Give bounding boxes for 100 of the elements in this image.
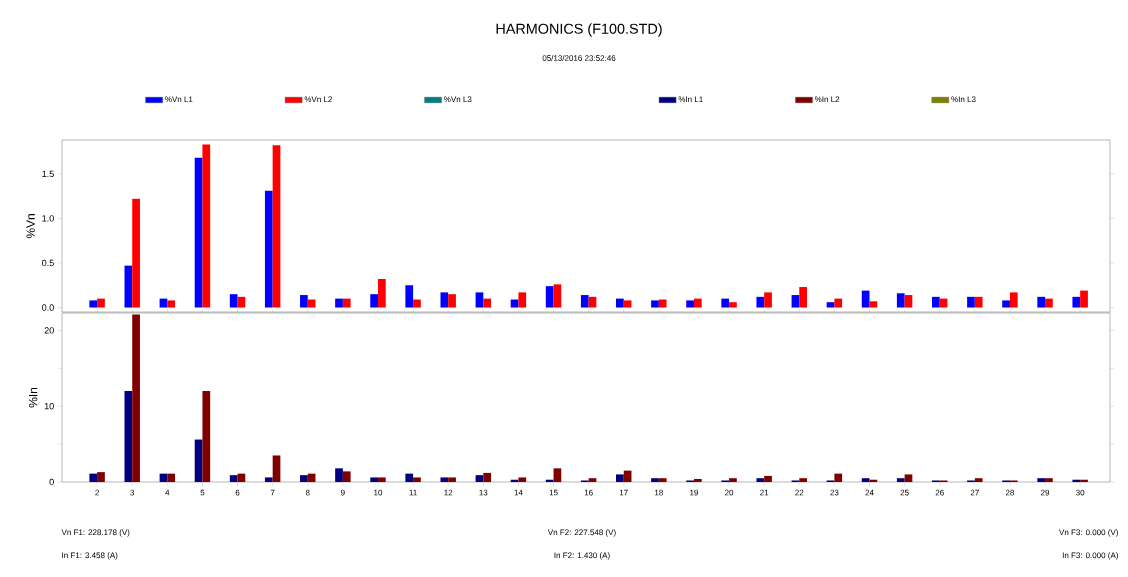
legend-label: %In L1 [678, 96, 703, 103]
x-tick-label: 22 [795, 489, 804, 496]
bar [974, 478, 983, 482]
y-tick-label: 20 [44, 327, 54, 334]
bar [545, 286, 554, 308]
x-tick-label: 20 [725, 489, 734, 496]
y-axis-title: %Vn [26, 214, 35, 239]
bar [826, 302, 835, 308]
bar [483, 472, 492, 482]
y-tick-label: 0 [49, 478, 54, 486]
x-tick-label: 29 [1041, 489, 1050, 496]
bar [124, 265, 133, 308]
x-tick-label: 7 [270, 489, 275, 496]
x-tick-label: 14 [514, 489, 523, 496]
bar [756, 296, 765, 308]
bar [307, 299, 316, 308]
bar [194, 157, 203, 308]
bar [132, 198, 140, 308]
y-tick-label: 0.0 [42, 304, 54, 311]
bar [686, 300, 694, 308]
text: Vn F3: 0.000 (V) [1059, 529, 1118, 537]
bar [904, 474, 913, 482]
legend-label: %Vn L2 [304, 96, 332, 103]
x-tick-label: 5 [200, 489, 205, 496]
bar [658, 478, 667, 482]
bar [588, 478, 597, 482]
bar [896, 293, 905, 308]
text: Vn F1: 228.178 (V) [61, 529, 130, 537]
bar [861, 290, 870, 308]
bar [1002, 300, 1010, 308]
bar [1045, 478, 1053, 482]
bar [553, 284, 562, 308]
bar [623, 300, 632, 308]
bar [300, 475, 308, 482]
bar [764, 475, 772, 482]
bar [974, 296, 983, 308]
bar [440, 477, 449, 482]
bar [264, 477, 273, 482]
bar [967, 296, 975, 308]
bar [658, 299, 667, 308]
bar [1037, 296, 1046, 308]
bar [651, 478, 659, 482]
x-tick-label: 17 [619, 489, 628, 496]
y-tick-label: 1.0 [42, 215, 54, 222]
x-tick-label: 4 [165, 489, 170, 496]
bar [405, 473, 414, 482]
text: In F3: 0.000 (A) [1062, 552, 1118, 560]
x-tick-label: 16 [584, 489, 593, 496]
bar [764, 292, 772, 308]
bar [405, 285, 414, 308]
legend-label: %Vn L3 [444, 96, 472, 103]
bar [97, 472, 105, 482]
x-tick-label: 6 [235, 489, 240, 496]
bar [1045, 298, 1053, 308]
bar [932, 296, 940, 308]
x-tick-label: 30 [1076, 489, 1085, 496]
bar [518, 477, 527, 482]
bar [729, 478, 737, 482]
bar [229, 294, 238, 308]
bar [194, 439, 203, 482]
bar [721, 298, 730, 308]
bar [518, 292, 527, 308]
bar [869, 301, 878, 308]
bar [834, 298, 843, 308]
bar [342, 298, 351, 308]
x-tick-label: 10 [374, 489, 383, 496]
bar [89, 300, 98, 308]
bar [510, 299, 519, 308]
x-tick-label: 24 [865, 489, 874, 496]
bar [791, 295, 800, 308]
bar [939, 298, 948, 308]
bar [159, 298, 168, 308]
x-tick-label: 23 [830, 489, 839, 496]
legend-label: %Vn L1 [165, 96, 193, 103]
bar [335, 298, 343, 308]
x-tick-label: 13 [479, 489, 488, 496]
text: In F2: 1.430 (A) [554, 552, 610, 560]
bar [834, 473, 843, 482]
bar [202, 144, 211, 308]
bar [553, 468, 562, 482]
bar [1072, 296, 1081, 308]
y-tick-label: 0.5 [42, 259, 54, 267]
y-tick-label: 1.5 [42, 170, 54, 177]
chart-subtitle: 05/13/2016 23:52:46 [542, 55, 616, 61]
bar [272, 455, 281, 482]
x-tick-label: 27 [970, 489, 979, 496]
bar [799, 478, 808, 482]
bar [377, 279, 386, 308]
x-tick-label: 3 [130, 489, 135, 496]
x-tick-label: 12 [444, 489, 453, 496]
bar [167, 300, 176, 308]
bar [1037, 478, 1046, 482]
text: Vn F2: 227.548 (V) [547, 529, 616, 537]
legend-label: %In L2 [814, 96, 840, 103]
x-tick-label: 15 [549, 489, 558, 496]
bar [729, 302, 737, 308]
x-tick-label: 19 [690, 489, 699, 496]
bar [264, 190, 273, 308]
bar [272, 145, 281, 308]
bar [229, 475, 238, 482]
